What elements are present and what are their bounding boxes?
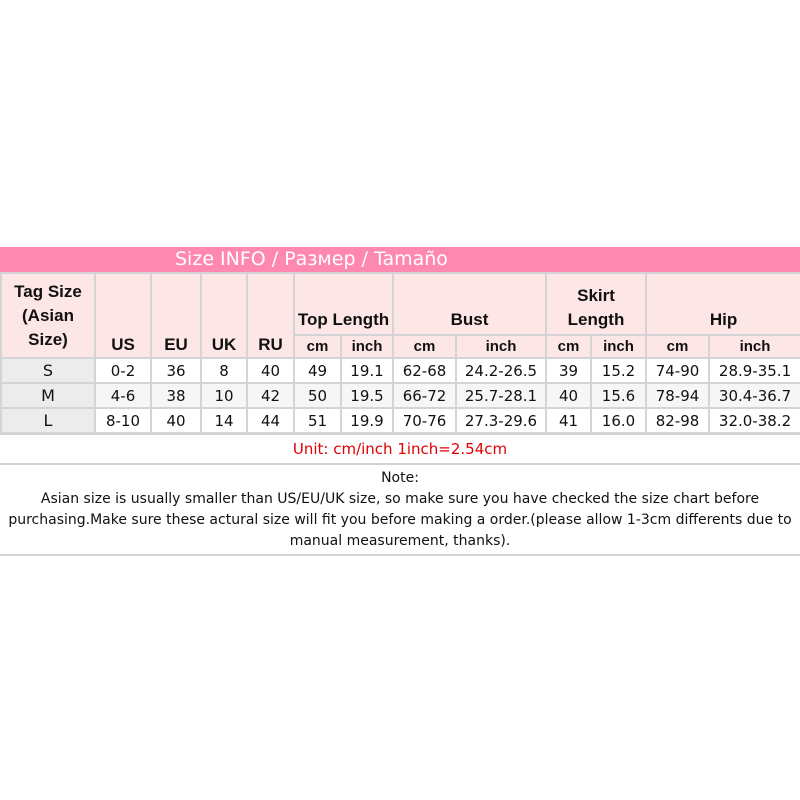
cell-us: 8-10: [94, 407, 152, 434]
cell-top-in: 19.9: [340, 407, 394, 434]
size-chart-title: Size INFO / Размер / Tamaño: [0, 247, 800, 272]
table-row: M 4-6 38 10 42 50 19.5 66-72 25.7-28.1 40 15.6 78-9…: [0, 382, 800, 409]
cell-skirt-in: 15.2: [589, 357, 648, 384]
cell-skirt-cm: 39: [545, 357, 592, 384]
subheader-inch: inch: [708, 334, 800, 359]
cell-bust-cm: 66-72: [392, 382, 457, 409]
cell-skirt-in: 16.0: [589, 407, 648, 434]
cell-size: S: [0, 357, 96, 384]
cell-size: M: [0, 382, 96, 409]
size-table: Tag Size (Asian Size) US EU UK RU Top Le…: [0, 272, 800, 434]
note-text: Asian size is usually smaller than US/EU…: [8, 491, 792, 549]
note-label: Note:: [381, 470, 419, 486]
cell-skirt-cm: 40: [545, 382, 592, 409]
cell-uk: 14: [200, 407, 248, 434]
cell-skirt-cm: 41: [545, 407, 592, 434]
table-row: L 8-10 40 14 44 51 19.9 70-76 27.3-29.6 41 16.0 82-…: [0, 407, 800, 434]
unit-note: Unit: cm/inch 1inch=2.54cm: [0, 434, 800, 465]
subheader-inch: inch: [589, 334, 648, 359]
cell-top-cm: 49: [293, 357, 342, 384]
header-tag-size: Tag Size (Asian Size): [0, 272, 96, 359]
cell-eu: 38: [150, 382, 202, 409]
cell-hip-cm: 78-94: [645, 382, 711, 409]
cell-eu: 40: [150, 407, 202, 434]
cell-top-cm: 51: [293, 407, 342, 434]
cell-ru: 44: [246, 407, 295, 434]
cell-ru: 42: [246, 382, 295, 409]
header-row: Tag Size (Asian Size) US EU UK RU Top Le…: [0, 272, 800, 359]
cell-hip-in: 32.0-38.2: [708, 407, 800, 434]
cell-uk: 8: [200, 357, 248, 384]
size-chart: Size INFO / Размер / Tamaño Tag Size (As…: [0, 247, 800, 556]
header-bust: Bust: [392, 272, 547, 336]
cell-hip-in: 30.4-36.7: [708, 382, 800, 409]
header-eu: EU: [150, 272, 202, 359]
subheader-cm: cm: [545, 334, 592, 359]
subheader-cm: cm: [392, 334, 457, 359]
cell-bust-in: 27.3-29.6: [455, 407, 547, 434]
header-us: US: [94, 272, 152, 359]
subheader-cm: cm: [645, 334, 711, 359]
header-skirt-length: Skirt Length: [544, 272, 648, 336]
cell-hip-cm: 74-90: [645, 357, 711, 384]
header-uk: UK: [200, 272, 248, 359]
note-block: Note: Asian size is usually smaller than…: [0, 465, 800, 556]
cell-top-in: 19.5: [340, 382, 394, 409]
subheader-cm: cm: [293, 334, 342, 359]
cell-us: 0-2: [94, 357, 152, 384]
cell-eu: 36: [150, 357, 202, 384]
cell-hip-cm: 82-98: [645, 407, 711, 434]
cell-hip-in: 28.9-35.1: [708, 357, 800, 384]
cell-bust-in: 24.2-26.5: [455, 357, 547, 384]
cell-ru: 40: [246, 357, 295, 384]
cell-bust-cm: 70-76: [392, 407, 457, 434]
cell-size: L: [0, 407, 96, 434]
cell-bust-cm: 62-68: [392, 357, 457, 384]
subheader-row: cm inch cm inch cm inch cm inch: [1, 334, 800, 359]
subheader-inch: inch: [340, 334, 394, 359]
cell-uk: 10: [200, 382, 248, 409]
header-hip: Hip: [645, 272, 800, 336]
subheader-inch: inch: [455, 334, 547, 359]
cell-top-in: 19.1: [340, 357, 394, 384]
header-ru: RU: [246, 272, 295, 359]
header-top-length: Top Length: [293, 272, 394, 336]
cell-us: 4-6: [94, 382, 152, 409]
cell-top-cm: 50: [293, 382, 342, 409]
cell-bust-in: 25.7-28.1: [455, 382, 547, 409]
cell-skirt-in: 15.6: [589, 382, 648, 409]
table-row: S 0-2 36 8 40 49 19.1 62-68 24.2-26.5 39 15.2 74-90…: [0, 357, 800, 384]
